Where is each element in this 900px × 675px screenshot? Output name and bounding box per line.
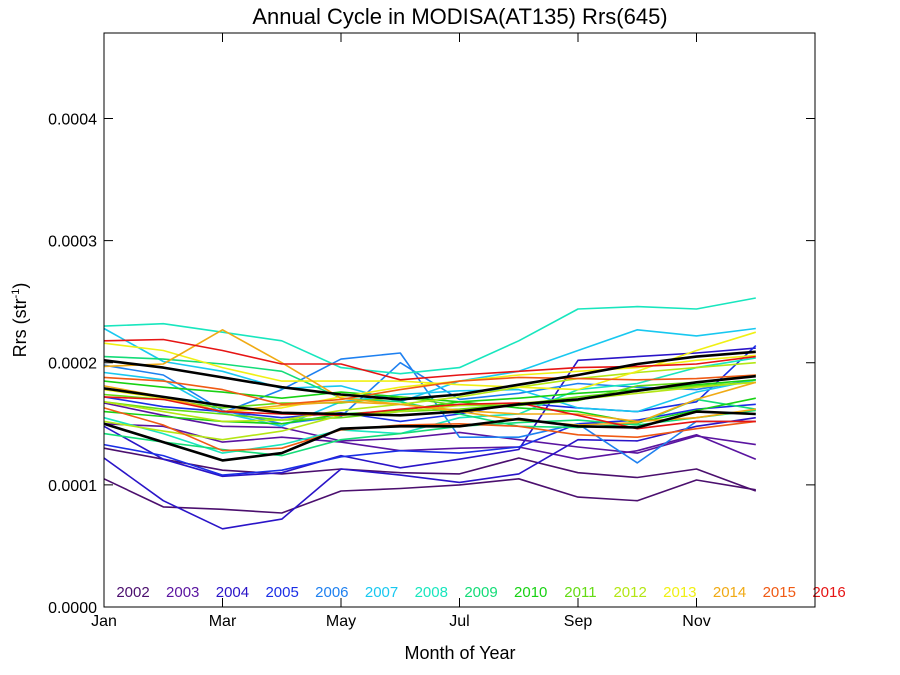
mean-line [103,410,756,462]
series-line-2007 [103,371,756,428]
series-line-2015 [103,407,756,452]
y-tick-label: 0.0000 [48,600,97,617]
legend-label-2012: 2012 [613,584,646,601]
y-axis-ticks: 0.0000 0.0001 0.0002 0.0003 0.0004 [48,111,815,617]
legend-label-2004: 2004 [216,584,249,601]
x-axis-ticks: Jan Mar May Jul Sep Nov [91,33,711,630]
x-tick-label: Sep [564,613,593,630]
y-tick-label: 0.0004 [48,111,97,128]
legend-label-2003: 2003 [166,584,199,601]
legend-label-2007: 2007 [365,584,398,601]
legend: 2002 2003 2004 2005 2006 2007 2008 2009 2010 2011… [116,584,845,601]
legend-label-2006: 2006 [315,584,348,601]
series-line-2003 [103,402,756,454]
legend-label-2010: 2010 [514,584,547,601]
series-line-2003 [103,423,757,461]
series-line-2002 [103,477,756,514]
y-tick-label: 0.0002 [48,356,97,373]
legend-label-2008: 2008 [415,584,448,601]
chart-title: Annual Cycle in MODISA(AT135) Rrs(645) [252,4,667,29]
y-tick-label: 0.0003 [48,234,97,251]
series-line-2008 [103,297,756,375]
y-axis-label: Rrs (str-1) [10,283,30,358]
series-line-2012 [103,361,756,423]
legend-label-2013: 2013 [663,584,696,601]
legend-label-2014: 2014 [713,584,746,601]
legend-label-2016: 2016 [812,584,845,601]
legend-label-2002: 2002 [116,584,149,601]
x-tick-label: Jan [91,613,117,630]
mean-lines [103,350,756,462]
x-tick-label: Mar [209,613,237,630]
x-axis-label: Month of Year [404,643,515,663]
x-tick-label: Nov [682,613,710,630]
series-line-2004 [103,416,756,530]
plot-frame [103,32,816,608]
mean-line [103,374,756,417]
series-line-2013 [103,331,757,391]
x-tick-label: May [326,613,356,630]
series-line-2002 [103,447,757,492]
y-axis-label-superscript: -1 [10,289,22,299]
legend-label-2005: 2005 [265,584,298,601]
series-line-2016 [103,338,756,381]
series-line-2015 [103,374,756,406]
y-tick-label: 0.0001 [48,478,97,495]
legend-label-2011: 2011 [564,584,596,601]
x-tick-label: Jul [449,613,469,630]
legend-label-2015: 2015 [763,584,796,601]
y-axis-label-main: Rrs (str [10,298,30,357]
series-line-2007 [103,327,756,403]
series-line-2016 [103,396,756,430]
legend-label-2009: 2009 [464,584,497,601]
mean-line [103,350,756,401]
series-line-2004 [103,347,756,478]
y-axis-label-close: ) [10,283,30,289]
